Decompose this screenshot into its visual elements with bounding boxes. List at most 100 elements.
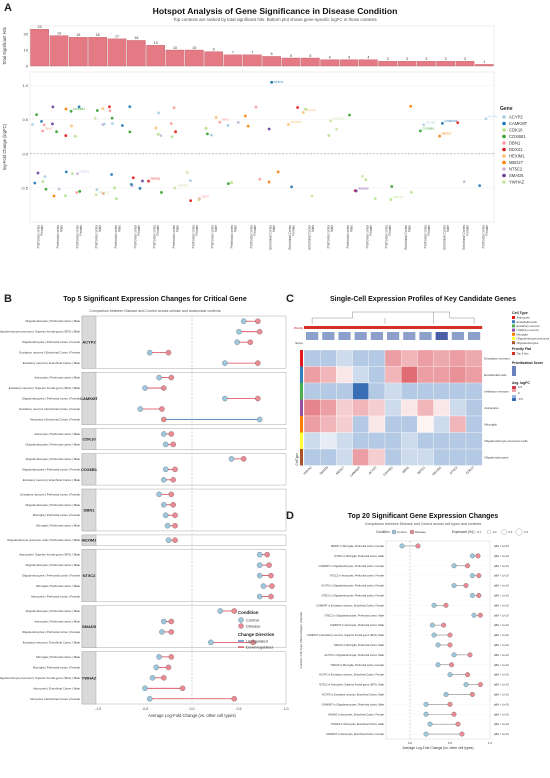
logfc-point bbox=[215, 116, 218, 119]
x-tick: 0.5 bbox=[448, 741, 453, 745]
logfc-point bbox=[55, 130, 58, 133]
logfc-point bbox=[173, 106, 176, 109]
disease-point bbox=[172, 523, 177, 528]
gene-group-box bbox=[82, 316, 286, 368]
gene-legend-swatch bbox=[502, 135, 506, 139]
logfc-legend-step bbox=[512, 398, 516, 401]
x-tick: 1.0 bbox=[488, 741, 493, 745]
row-label: Oligodendrocyte precursor | Superior fro… bbox=[0, 676, 80, 680]
cell-type-side-label: CellType bbox=[295, 453, 299, 466]
row-label: Oligodendrocytes | Prefrontal cortex | M… bbox=[25, 563, 80, 567]
heatmap-cell bbox=[304, 400, 320, 417]
expr-legend-circle-top bbox=[487, 530, 491, 534]
panel-c-title: Single-Cell Expression Profiles of Key C… bbox=[296, 296, 550, 303]
logfc-point bbox=[268, 128, 271, 131]
control-point bbox=[241, 319, 246, 324]
control-point bbox=[147, 350, 152, 355]
row-label: NT5C2 in Oligodendrocytes, Prefrontal co… bbox=[322, 593, 385, 597]
row-label: NT5C2 in Microglia, Prefrontal cortex, M… bbox=[334, 554, 384, 558]
heatmap-cell bbox=[369, 400, 385, 417]
disease-point bbox=[448, 633, 453, 638]
row-label: NT5C2 in Astrocytes, Superior frontal gy… bbox=[319, 683, 384, 687]
row-label: Oligodendrocytes | Prefrontal cortex | F… bbox=[22, 397, 80, 401]
cell-type-legend-swatch bbox=[512, 337, 515, 340]
heatmap-cell bbox=[385, 449, 401, 466]
top-bar bbox=[108, 39, 126, 66]
control-point bbox=[150, 675, 155, 680]
row-label: Microglia | Prefrontal cortex | Male bbox=[36, 655, 80, 659]
logfc-point bbox=[463, 180, 466, 183]
heatmap-cell bbox=[466, 383, 482, 400]
heatmap-cell bbox=[353, 416, 369, 433]
heatmap-cell bbox=[385, 383, 401, 400]
top-y-tick: 20 bbox=[24, 32, 29, 37]
panel-c-letter: C bbox=[286, 293, 294, 305]
control-point bbox=[470, 573, 475, 578]
top-y-tick: 10 bbox=[24, 48, 29, 53]
row-label: Excitatory neurons | Superior frontal gy… bbox=[9, 386, 81, 390]
logfc-point bbox=[287, 123, 290, 126]
row-label: Astrocytes | Prefrontal cortex | Female bbox=[31, 595, 80, 599]
expr-legend-title-top: Expressed (%) bbox=[452, 530, 473, 534]
top-bar-label: 19 bbox=[57, 31, 61, 35]
logfc-legend-step bbox=[512, 392, 516, 395]
control-point bbox=[428, 722, 433, 727]
heatmap-cell bbox=[353, 350, 369, 367]
top-bar-label: 3 bbox=[387, 57, 389, 61]
disease-point bbox=[171, 502, 176, 507]
gene-legend-swatch bbox=[502, 154, 506, 158]
top-bar-label: 9 bbox=[213, 47, 215, 51]
control-point bbox=[436, 662, 441, 667]
logfc-point bbox=[115, 197, 118, 200]
gene-legend-label: DBN1 bbox=[509, 141, 521, 146]
logfc-point bbox=[227, 182, 230, 185]
top-bar-label: 17 bbox=[115, 35, 119, 39]
control-point bbox=[464, 682, 469, 687]
logfc-point bbox=[247, 125, 250, 128]
top-bar bbox=[437, 61, 455, 66]
control-point bbox=[154, 665, 159, 670]
heatmap-cell bbox=[369, 433, 385, 450]
direction-legend-title: Change Direction bbox=[238, 632, 275, 637]
point-gene-label: HEXIM1 bbox=[305, 108, 317, 112]
row-label: YWHAZ in Microglia, Prefrontal cortex, F… bbox=[330, 663, 384, 667]
row-label: Oligodendrocyte precursor | Superior fro… bbox=[0, 330, 80, 334]
heatmap-cell bbox=[304, 367, 320, 384]
top-bar-label: 3 bbox=[445, 57, 447, 61]
row-label: CAMKMT in Excitatory neurons, Superior f… bbox=[307, 633, 385, 637]
control-point bbox=[229, 456, 234, 461]
heatmap-cell bbox=[434, 350, 450, 367]
logfc-point bbox=[141, 180, 144, 183]
priority-bar-label: Priority bbox=[294, 326, 303, 330]
heatmap-cell bbox=[417, 433, 433, 450]
x-tick: 1.0 bbox=[284, 707, 289, 711]
pvalue-label: pBH < 1e-10 bbox=[494, 623, 509, 627]
context-label-gender: Male bbox=[350, 225, 354, 232]
pvalue-label: pBH < 1e-10 bbox=[494, 692, 509, 696]
heatmap-cell bbox=[336, 350, 352, 367]
heatmap-cell bbox=[369, 383, 385, 400]
control-point bbox=[452, 583, 457, 588]
bottom-y-axis-label: log-Fold Change (logFC) bbox=[2, 123, 7, 170]
row-label: CAMKMT in Excitatory neurons, Entorhinal… bbox=[316, 603, 384, 607]
row-label: Astrocytes | Entorhinal Cortex | Female bbox=[30, 697, 81, 701]
gene-legend-label: DDX21 bbox=[509, 147, 523, 152]
cell-type-legend-swatch bbox=[512, 329, 515, 332]
disease-point bbox=[266, 563, 271, 568]
top-bar bbox=[205, 52, 223, 66]
logfc-point bbox=[53, 195, 56, 198]
row-label: Oligodendrocytes | Prefrontal cortex | M… bbox=[25, 442, 80, 446]
heatmap-cell bbox=[304, 449, 320, 466]
point-gene-label: MED27 bbox=[442, 132, 452, 136]
legend-disease-swatch bbox=[239, 624, 244, 629]
column-label: DBN1 bbox=[401, 465, 410, 474]
score-legend-title: Prioritization Score bbox=[512, 361, 543, 365]
top-bar-label: 23 bbox=[38, 25, 42, 29]
logfc-legend-tick: 0.5 bbox=[518, 385, 522, 389]
logfc-point bbox=[174, 130, 177, 133]
logfc-point bbox=[171, 135, 174, 138]
x-tick: -1.0 bbox=[95, 707, 101, 711]
disease-point bbox=[265, 552, 270, 557]
expr-legend-circle-top bbox=[501, 529, 506, 534]
